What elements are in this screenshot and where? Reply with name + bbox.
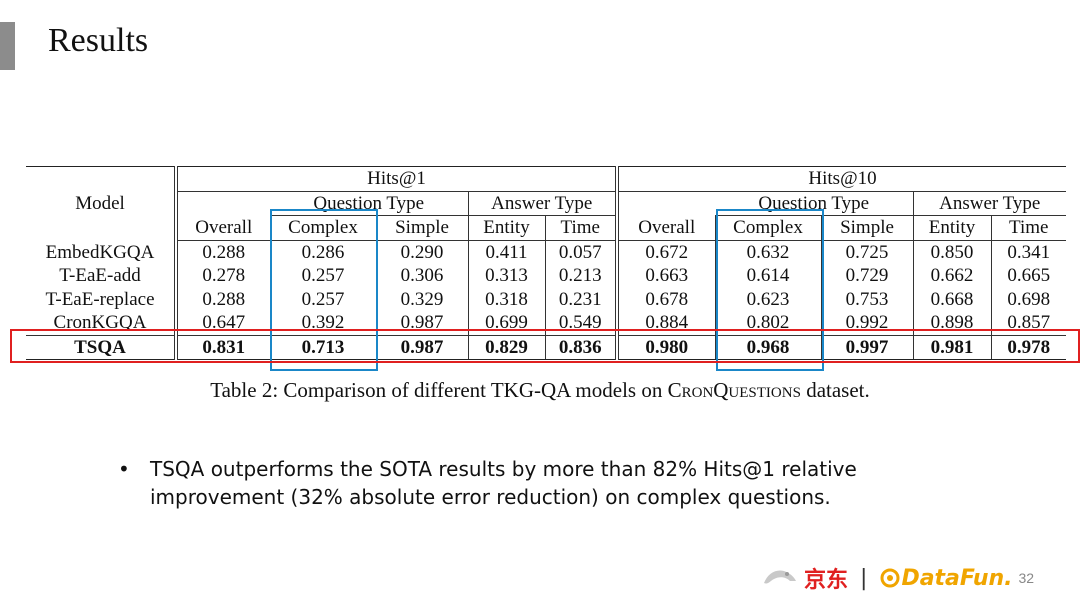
table-cell: 0.286: [269, 240, 376, 264]
table-cell: 0.987: [375, 311, 468, 335]
column-header: Simple: [375, 215, 468, 241]
table-cell: 0.997: [820, 334, 913, 360]
group-header-hits1: Hits@1: [174, 166, 617, 192]
table-cell: 0.829: [467, 334, 545, 360]
table-cell: 0.329: [375, 287, 468, 311]
table-cell: 0.278: [174, 264, 270, 288]
table-cell: 0.411: [467, 240, 545, 264]
table-cell: 0.753: [820, 287, 913, 311]
column-header: Overall: [615, 215, 715, 241]
bullet-text: TSQA outperforms the SOTA results by mor…: [150, 457, 857, 509]
model-name: CronKGQA: [53, 312, 147, 334]
column-header: Time: [544, 215, 617, 241]
table-cell: 0.802: [714, 311, 821, 335]
caption-prefix: Table 2: Comparison of different TKG-QA …: [210, 378, 668, 402]
table-cell: 0.257: [269, 264, 376, 288]
subgroup-question-type-h10: Question Type: [715, 191, 913, 216]
table-cell: 0.057: [544, 240, 617, 264]
column-header: Overall: [174, 215, 270, 241]
table-cell: 0.699: [467, 311, 545, 335]
column-header: Entity: [467, 215, 545, 241]
table-cell: 0.884: [615, 311, 715, 335]
table-cell: 0.257: [269, 287, 376, 311]
footer-logos: 京东 | DataFun. 32: [760, 560, 1034, 596]
table-cell: 0.288: [174, 287, 270, 311]
table-cell: 0.698: [990, 287, 1066, 311]
subgroup-answer-type-h1: Answer Type: [467, 191, 617, 216]
table-header-row-3: Overall Complex Simple Entity Time Overa…: [26, 215, 1066, 241]
table-caption: Table 2: Comparison of different TKG-QA …: [0, 378, 1080, 403]
table-cell: 0.850: [912, 240, 991, 264]
table-cell: 0.290: [375, 240, 468, 264]
model-name: EmbedKGQA: [45, 241, 155, 263]
table-cell: 0.992: [820, 311, 913, 335]
table-cell: 0.313: [467, 264, 545, 288]
model-name: T-EaE-replace: [45, 288, 155, 310]
table-cell: 0.213: [544, 264, 617, 288]
table-cell: 0.231: [544, 287, 617, 311]
table-cell: 0.623: [714, 287, 821, 311]
datafun-logo-icon: [880, 568, 900, 588]
table-cell: 0.665: [990, 264, 1066, 288]
table-cell: 0.306: [375, 264, 468, 288]
table-cell: 0.729: [820, 264, 913, 288]
table-cell: 0.672: [615, 240, 715, 264]
subgroup-question-type-h1: Question Type: [270, 191, 468, 216]
model-name: TSQA: [26, 334, 176, 360]
table-cell: 0.857: [990, 311, 1066, 335]
slide-title: Results: [48, 22, 149, 59]
caption-dataset: CronQuestions: [667, 378, 801, 402]
table-cell: 0.647: [174, 311, 270, 335]
caption-suffix: dataset.: [800, 378, 870, 402]
table-cell: 0.678: [615, 287, 715, 311]
table-cell: 0.980: [615, 334, 715, 360]
column-header: Complex: [269, 215, 376, 241]
table-cell: 0.968: [714, 334, 821, 360]
footer-separator: |: [860, 565, 868, 591]
column-header: Complex: [714, 215, 821, 241]
table-cell: 0.987: [375, 334, 468, 360]
column-header: Entity: [912, 215, 991, 241]
table-cell: 0.632: [714, 240, 821, 264]
table-cell: 0.981: [912, 334, 991, 360]
column-header: Time: [990, 215, 1066, 241]
table-row: T-EaE-add 0.278 0.257 0.306 0.313 0.213 …: [26, 264, 1066, 288]
column-header: Simple: [820, 215, 913, 241]
subgroup-answer-type-h10: Answer Type: [912, 191, 1066, 216]
group-header-hits10: Hits@10: [615, 166, 1066, 192]
jd-logo: 京东: [760, 562, 848, 594]
table-header-row-2: Question Type Answer Type Question Type …: [26, 191, 1066, 216]
table-cell: 0.898: [912, 311, 991, 335]
table-row: CronKGQA 0.647 0.392 0.987 0.699 0.549 0…: [26, 311, 1066, 335]
table-cell: 0.663: [615, 264, 715, 288]
table-cell: 0.288: [174, 240, 270, 264]
jd-dog-icon: [764, 570, 796, 584]
jd-brand-text: 京东: [804, 568, 849, 593]
table-row: T-EaE-replace 0.288 0.257 0.329 0.318 0.…: [26, 287, 1066, 311]
table-cell: 0.725: [820, 240, 913, 264]
model-header: Model: [26, 166, 176, 240]
table-row: EmbedKGQA 0.288 0.286 0.290 0.411 0.057 …: [26, 240, 1066, 264]
title-accent-bar: [0, 22, 15, 70]
table-cell: 0.978: [990, 334, 1066, 360]
results-table-container: Model Hits@1 Hits@10 Question Type Answe…: [26, 166, 1066, 360]
page-number: 32: [1018, 570, 1035, 586]
table-cell: 0.318: [467, 287, 545, 311]
table-header-row-1: Model Hits@1 Hits@10: [26, 166, 1066, 240]
model-name: T-EaE-add: [59, 265, 141, 287]
datafun-brand-text: DataFun.: [901, 565, 1013, 591]
table-cell: 0.392: [269, 311, 376, 335]
table-cell: 0.713: [269, 334, 376, 360]
table-cell: 0.836: [544, 334, 617, 360]
bullet-dot-icon: •: [118, 457, 130, 481]
table-cell: 0.614: [714, 264, 821, 288]
table-cell: 0.668: [912, 287, 991, 311]
table-row-best: TSQA 0.831 0.713 0.987 0.829 0.836 0.980…: [26, 334, 1066, 360]
results-table: Model Hits@1 Hits@10 Question Type Answe…: [26, 166, 1066, 360]
table-cell: 0.662: [912, 264, 991, 288]
table-cell: 0.549: [544, 311, 617, 335]
table-cell: 0.341: [990, 240, 1066, 264]
table-cell: 0.831: [174, 334, 270, 360]
